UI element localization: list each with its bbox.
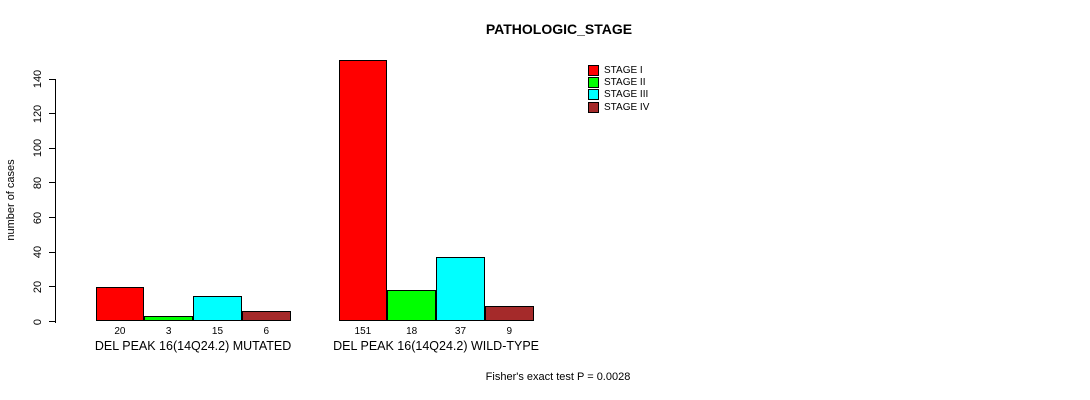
y-axis-line	[55, 79, 56, 323]
y-tick-label: 100	[32, 139, 44, 158]
y-axis-tick	[49, 251, 56, 253]
bar-stage-iv	[241, 311, 291, 322]
bar-stage-i	[95, 286, 145, 322]
legend-item: STAGE IV	[588, 101, 649, 113]
bar-value-label: 15	[211, 326, 224, 337]
bar-value-label: 20	[114, 326, 126, 337]
group-label: DEL PEAK 16(14Q24.2) MUTATED	[94, 339, 292, 353]
group-label: DEL PEAK 16(14Q24.2) WILD-TYPE	[333, 339, 540, 353]
y-axis-tick	[49, 321, 56, 322]
legend-swatch	[588, 89, 599, 101]
legend-swatch	[588, 101, 599, 113]
y-tick-label: 40	[32, 246, 44, 259]
y-axis-tick	[49, 78, 56, 80]
y-tick-label: 120	[32, 104, 44, 123]
y-axis-tick	[49, 113, 56, 115]
bar-stage-iv	[484, 305, 534, 322]
legend-swatch	[588, 77, 599, 89]
y-axis-tick	[49, 286, 56, 288]
legend-item: STAGE II	[588, 76, 649, 89]
legend-label: STAGE II	[604, 77, 646, 89]
bar-value-label: 18	[406, 326, 418, 337]
bar-value-label: 151	[354, 326, 372, 337]
bar-stage-ii	[144, 316, 194, 322]
y-tick-label: 80	[32, 176, 44, 190]
bar-value-label: 6	[263, 326, 270, 337]
legend-label: STAGE I	[604, 64, 643, 76]
bar-value-label: 3	[165, 326, 172, 337]
legend-label: STAGE III	[604, 89, 649, 101]
y-axis-tick	[49, 147, 56, 149]
y-tick-label: 0	[32, 318, 44, 325]
y-tick-label: 140	[32, 69, 44, 89]
legend-item: STAGE I	[588, 64, 649, 76]
y-tick-label: 20	[32, 280, 44, 293]
bar-stage-i	[338, 59, 388, 322]
bar-value-label: 37	[454, 326, 467, 337]
bar-value-label: 9	[506, 326, 513, 337]
legend-label: STAGE IV	[604, 101, 650, 113]
legend: STAGE I STAGE II STAGE III STAGE IV	[588, 64, 649, 114]
legend-item: STAGE III	[588, 89, 649, 101]
y-tick-label: 60	[32, 211, 44, 224]
legend-swatch	[588, 64, 599, 76]
y-axis-tick	[49, 217, 56, 219]
y-axis-tick	[49, 182, 56, 184]
bar-stage-iii	[193, 295, 242, 322]
chart-title: PATHOLOGIC_STAGE	[485, 21, 633, 37]
bar-stage-iii	[436, 257, 485, 322]
bar-stage-ii	[387, 290, 437, 322]
fisher-test-annotation: Fisher's exact test P = 0.0028	[485, 371, 631, 383]
